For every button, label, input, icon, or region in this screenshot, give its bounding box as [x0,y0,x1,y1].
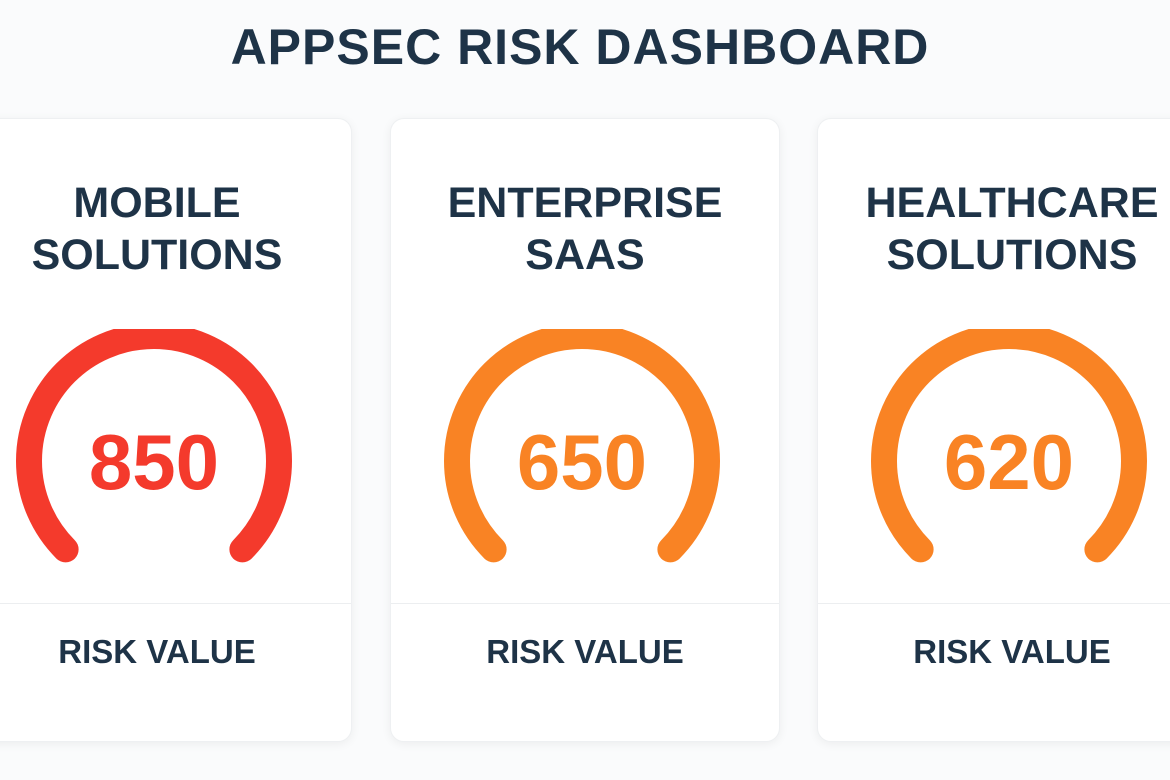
gauge-arc [444,329,720,563]
risk-value-label: RISK VALUE [486,633,684,670]
card-title-line2: SOLUTIONS [886,231,1138,279]
risk-card-healthcare-solutions: HEALTHCARE SOLUTIONS 620 RISK VALUE [817,118,1170,742]
divider [391,603,779,604]
card-title-line1: HEALTHCARE [865,179,1159,227]
card-title-line1: ENTERPRISE [447,179,723,227]
risk-card-enterprise-saas: ENTERPRISE SAAS 650 RISK VALUE [390,118,780,742]
risk-gauge: 620 [871,329,1147,563]
risk-gauge: 650 [444,329,720,563]
card-title: ENTERPRISE SAAS [391,177,779,281]
card-title: MOBILE SOLUTIONS [0,177,351,281]
card-title-line1: MOBILE [73,179,241,227]
risk-gauge: 850 [16,329,292,563]
page-title: APPSEC RISK DASHBOARD [230,19,930,75]
divider [818,603,1170,604]
risk-value: 850 [89,418,219,506]
divider [0,603,351,604]
card-title-line2: SAAS [525,231,645,279]
risk-card-mobile-solutions: MOBILE SOLUTIONS 850 RISK VALUE [0,118,352,742]
gauge-arc [871,329,1147,563]
card-title-line2: SOLUTIONS [31,231,283,279]
risk-value-label: RISK VALUE [913,633,1111,670]
risk-value: 620 [944,418,1074,506]
card-title: HEALTHCARE SOLUTIONS [818,177,1170,281]
risk-value: 650 [517,418,647,506]
gauge-arc [16,329,292,563]
risk-value-label: RISK VALUE [58,633,256,670]
